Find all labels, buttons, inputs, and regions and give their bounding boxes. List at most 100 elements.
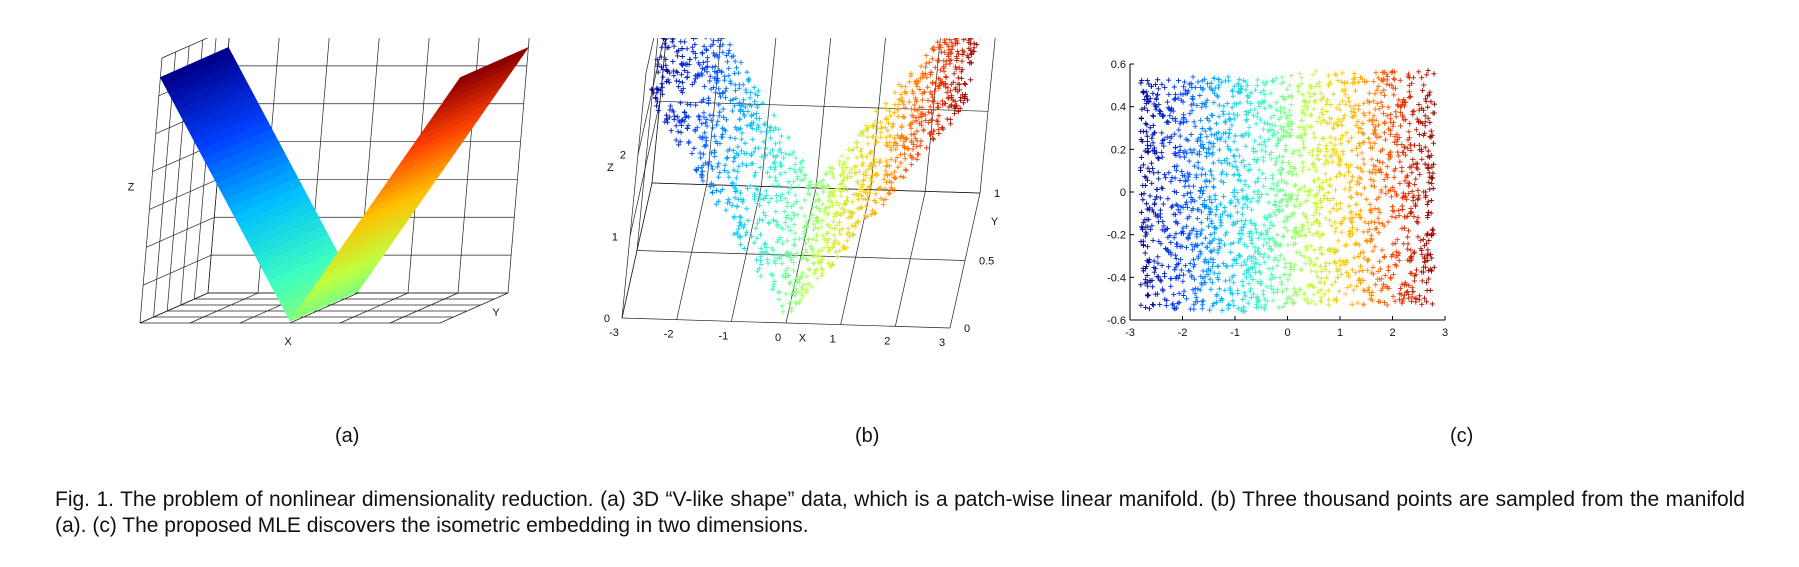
data-point [959, 66, 965, 73]
data-point [1286, 294, 1292, 300]
data-point [1405, 234, 1411, 240]
data-point [1378, 169, 1384, 176]
data-point [1427, 89, 1433, 95]
data-point [1248, 199, 1254, 205]
data-point [1225, 212, 1231, 219]
data-point [727, 78, 733, 84]
data-point [768, 127, 774, 134]
data-point [904, 146, 910, 152]
data-point [1209, 280, 1215, 286]
data-point [787, 281, 793, 287]
data-point [725, 196, 731, 203]
data-point [1425, 199, 1431, 205]
data-point [712, 153, 718, 160]
data-point [1220, 179, 1227, 186]
data-point [1357, 276, 1363, 282]
data-point [895, 107, 901, 113]
data-point [744, 185, 751, 192]
data-point [1191, 163, 1198, 169]
data-point [715, 174, 722, 180]
data-point [1149, 207, 1155, 213]
data-point [793, 192, 799, 198]
data-point [1307, 82, 1313, 88]
data-point [768, 271, 774, 277]
data-point [666, 44, 672, 50]
data-point [1329, 159, 1335, 165]
data-point [885, 120, 892, 126]
data-point [748, 103, 755, 109]
data-point [906, 99, 912, 105]
data-point [1213, 121, 1220, 127]
data-point [771, 278, 777, 285]
data-point [1323, 178, 1330, 184]
data-point [1392, 240, 1398, 247]
data-point [1258, 281, 1265, 287]
data-point [1294, 192, 1301, 199]
data-point [1353, 201, 1359, 207]
data-point [727, 98, 734, 104]
data-point [773, 125, 779, 131]
data-point [857, 148, 864, 154]
data-point [1285, 228, 1291, 234]
data-point [1337, 258, 1343, 264]
data-point [701, 67, 708, 73]
data-point [1413, 295, 1419, 301]
data-point [1228, 116, 1234, 123]
data-point [930, 135, 936, 141]
data-point [1372, 140, 1378, 146]
sublabel-a: (a) [335, 425, 360, 447]
data-point [1145, 165, 1151, 171]
data-point [1424, 287, 1430, 294]
data-point [1151, 258, 1157, 264]
data-point [1339, 88, 1346, 94]
data-point [1346, 229, 1353, 235]
data-point [719, 125, 726, 131]
data-point [1173, 255, 1179, 262]
data-point [745, 77, 751, 83]
data-point [757, 196, 763, 202]
data-point [1177, 272, 1183, 279]
data-point [873, 191, 879, 197]
data-point [690, 38, 696, 42]
data-point [1197, 194, 1203, 200]
data-point [1428, 210, 1434, 216]
y-tick-label: 0 [1120, 187, 1126, 199]
data-point [1157, 195, 1163, 201]
data-point [781, 209, 787, 215]
data-point [828, 198, 834, 204]
y-tick-label: -0.4 [1107, 272, 1126, 284]
data-point [919, 104, 925, 111]
data-point [1215, 129, 1221, 136]
data-point [900, 113, 906, 120]
data-point [726, 174, 732, 180]
data-point [1315, 289, 1321, 295]
data-point [730, 183, 736, 189]
data-point [1285, 277, 1291, 283]
data-point [1337, 107, 1343, 113]
data-point [667, 70, 673, 76]
data-point [932, 64, 938, 71]
data-point [1317, 279, 1323, 285]
data-point [1224, 156, 1230, 162]
data-point [1211, 99, 1217, 106]
panel-c-plot: -3 -2 -1 0 1 2 3-0.6-0.4-0.200.20.40.6 [1107, 59, 1448, 339]
data-point [936, 113, 942, 119]
data-point [796, 279, 802, 285]
data-point [1426, 276, 1432, 282]
data-point [1244, 99, 1250, 105]
data-point [1194, 298, 1200, 305]
data-point [1268, 156, 1274, 162]
data-point [1336, 288, 1342, 294]
data-point [1332, 259, 1338, 265]
data-point [1230, 219, 1236, 226]
data-point [1308, 112, 1314, 119]
data-point [1228, 249, 1234, 255]
data-point [1431, 264, 1437, 270]
data-point [769, 245, 775, 251]
data-point [1369, 156, 1375, 162]
data-point [1141, 191, 1147, 197]
data-point [1283, 286, 1290, 292]
data-point [1339, 70, 1345, 76]
data-point [701, 43, 707, 49]
data-point [1163, 175, 1169, 181]
